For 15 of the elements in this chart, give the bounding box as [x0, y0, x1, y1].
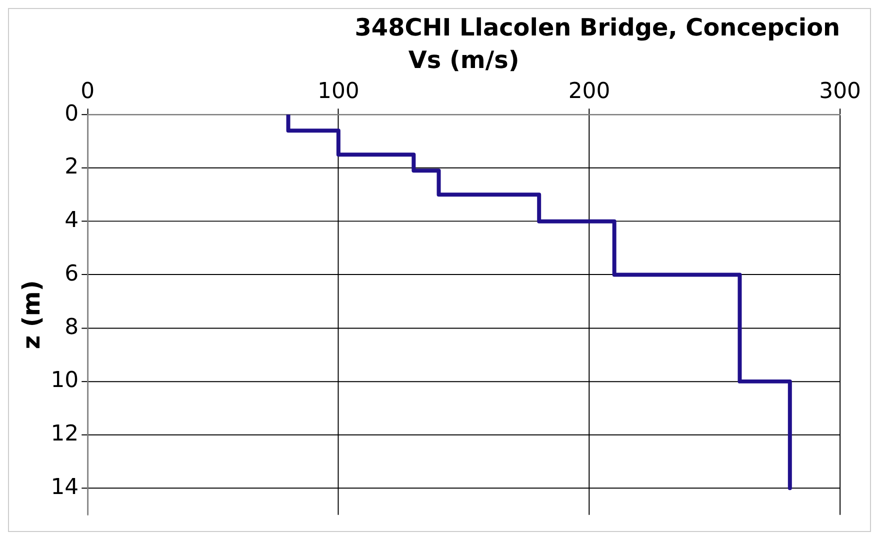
x-tick-label: 300	[819, 79, 862, 104]
y-tick-label: 12	[50, 422, 79, 446]
y-tick-label: 8	[64, 314, 79, 340]
y-tick-label: 4	[64, 208, 79, 234]
x-axis-title: Vs (m/s)	[408, 46, 520, 74]
x-tick-label: 100	[317, 79, 360, 104]
x-tick-label: 200	[568, 79, 610, 104]
y-axis-title: z (m)	[18, 280, 46, 350]
y-tick-label: 0	[64, 101, 79, 126]
y-tick-label: 6	[64, 261, 79, 286]
y-tick-label: 10	[50, 368, 79, 394]
x-tick-label: 0	[80, 79, 95, 104]
chart-title: 348CHI Llacolen Bridge, Concepcion	[354, 14, 840, 42]
y-tick-label: 14	[50, 474, 79, 500]
y-tick-label: 2	[64, 154, 79, 180]
